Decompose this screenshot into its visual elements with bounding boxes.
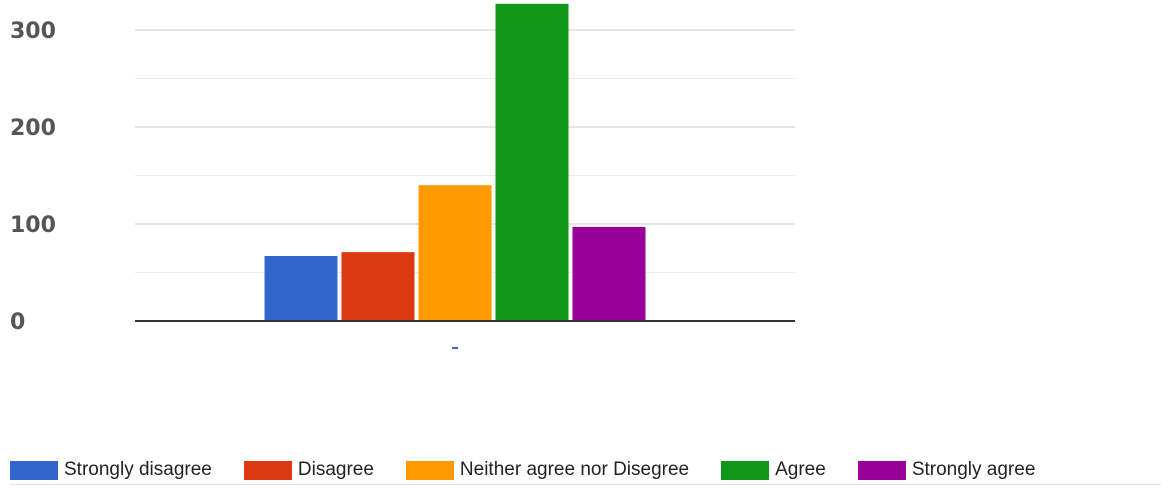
legend-swatch (857, 460, 906, 480)
y-tick-label: 0 (10, 310, 25, 335)
legend-label: Disagree (297, 459, 374, 480)
legend-divider (10, 484, 1161, 485)
bar-agree (495, 3, 569, 322)
bar-disagree (341, 252, 415, 321)
legend: Strongly disagree Disagree Neither agree n… (10, 456, 1067, 484)
legend-label: Strongly agree (911, 459, 1036, 480)
y-tick-label: 300 (10, 19, 56, 44)
gridlines (135, 29, 795, 273)
legend-item: Strongly disagree (10, 459, 212, 481)
bar-neither-agree-nor-disegree (418, 185, 492, 321)
legend-item: Agree (721, 459, 826, 481)
legend-swatch (721, 460, 770, 480)
bars (264, 3, 646, 322)
bar-strongly-disagree (264, 256, 338, 321)
bar-chart: 0 100 200 300 (10, 3, 795, 349)
legend-swatch (10, 460, 58, 480)
y-tick-label: 100 (10, 213, 56, 238)
legend-swatch (243, 460, 292, 480)
legend-item: Neither agree nor Disegree (405, 459, 690, 481)
legend-swatch (405, 460, 454, 480)
legend-label: Strongly disagree (64, 459, 212, 480)
legend-item: Disagree (243, 459, 374, 481)
bar-strongly-agree (572, 226, 646, 321)
legend-label: Neither agree nor Disegree (459, 459, 690, 480)
y-tick-label: 200 (10, 116, 56, 141)
legend-item: Strongly agree (857, 459, 1036, 481)
y-axis-ticks: 0 100 200 300 (10, 19, 56, 335)
legend-label: Agree (775, 459, 826, 480)
